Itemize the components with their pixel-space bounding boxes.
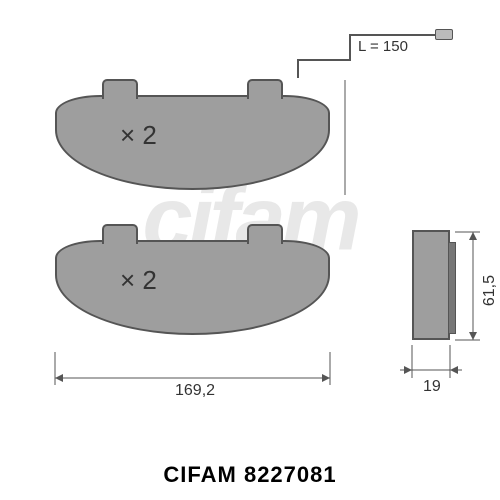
- pad2-quantity: × 2: [120, 265, 157, 296]
- part-number: 8227081: [244, 462, 337, 487]
- wire-length-label: L = 150: [355, 38, 411, 55]
- wire-path: [0, 0, 500, 440]
- brand-label: CIFAM: [163, 462, 236, 487]
- technical-diagram: cifam L = 150 × 2 × 2 169,2 61,5 19: [0, 0, 500, 440]
- pad1-quantity: × 2: [120, 120, 157, 151]
- width-dimension: 169,2: [172, 382, 218, 400]
- height-dimension: 61,5: [478, 275, 500, 306]
- product-footer: CIFAM 8227081: [0, 462, 500, 488]
- brake-pad-side-view: [412, 230, 450, 340]
- thickness-dimension: 19: [420, 378, 444, 396]
